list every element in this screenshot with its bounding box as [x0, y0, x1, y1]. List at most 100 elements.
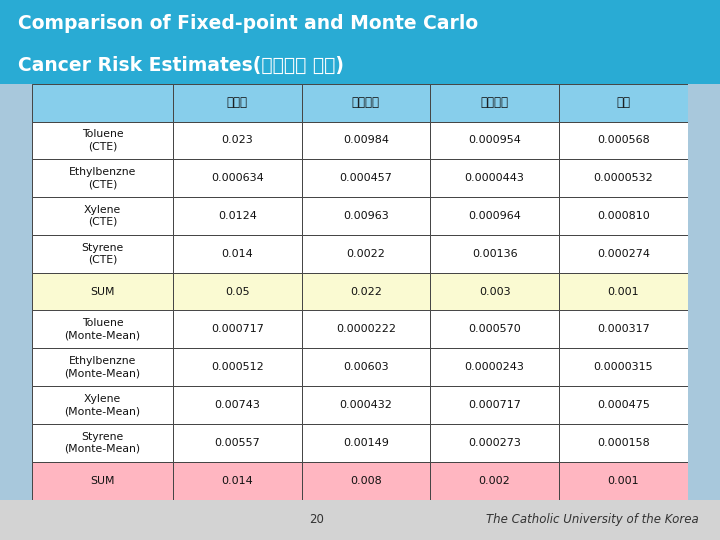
Bar	[32, 84, 173, 122]
Text: 20: 20	[310, 513, 324, 526]
Bar	[173, 235, 302, 273]
Bar	[559, 84, 688, 122]
Bar	[559, 462, 688, 500]
Text: 열차: 열차	[616, 96, 630, 109]
Bar	[173, 197, 302, 235]
Bar	[559, 273, 688, 310]
Bar	[173, 122, 302, 159]
Text: 0.014: 0.014	[221, 249, 253, 259]
Bar	[431, 462, 559, 500]
Text: 0.000810: 0.000810	[597, 211, 649, 221]
Text: 0.00984: 0.00984	[343, 136, 389, 145]
Text: 0.000457: 0.000457	[339, 173, 392, 183]
Text: 0.000158: 0.000158	[597, 438, 649, 448]
Bar	[173, 159, 302, 197]
Text: 0.000954: 0.000954	[468, 136, 521, 145]
Text: 0.0000243: 0.0000243	[464, 362, 524, 372]
Text: 0.00743: 0.00743	[215, 400, 260, 410]
Text: SUM: SUM	[91, 287, 115, 296]
Text: Ethylbenzne
(CTE): Ethylbenzne (CTE)	[69, 167, 136, 189]
Bar	[32, 310, 173, 348]
Text: Ethylbenzne
(Monte-Mean): Ethylbenzne (Monte-Mean)	[65, 356, 140, 378]
Text: 고속버스: 고속버스	[480, 96, 508, 109]
Bar	[431, 348, 559, 386]
Bar	[559, 310, 688, 348]
Text: 0.00557: 0.00557	[215, 438, 260, 448]
Bar	[302, 310, 431, 348]
Bar	[32, 424, 173, 462]
Bar	[431, 273, 559, 310]
Bar	[32, 462, 173, 500]
Text: 0.001: 0.001	[608, 476, 639, 485]
Text: Toluene
(Monte-Mean): Toluene (Monte-Mean)	[65, 319, 140, 340]
Bar	[431, 235, 559, 273]
Text: 0.000717: 0.000717	[211, 325, 264, 334]
Bar	[173, 273, 302, 310]
Text: 0.0000315: 0.0000315	[593, 362, 653, 372]
Bar	[32, 348, 173, 386]
Text: 0.022: 0.022	[350, 287, 382, 296]
Bar	[32, 273, 173, 310]
Bar	[559, 386, 688, 424]
Text: 0.000475: 0.000475	[597, 400, 649, 410]
Bar	[32, 122, 173, 159]
Text: Xylene
(Monte-Mean): Xylene (Monte-Mean)	[65, 394, 140, 416]
Text: Cancer Risk Estimates(비발암성 물질): Cancer Risk Estimates(비발암성 물질)	[18, 56, 344, 75]
Text: 0.003: 0.003	[479, 287, 510, 296]
Text: 0.002: 0.002	[479, 476, 510, 485]
Bar	[302, 386, 431, 424]
Bar	[32, 386, 173, 424]
Text: Comparison of Fixed-point and Monte Carlo: Comparison of Fixed-point and Monte Carl…	[18, 14, 478, 33]
Bar	[302, 159, 431, 197]
Text: 0.008: 0.008	[350, 476, 382, 485]
Bar	[431, 159, 559, 197]
Text: 0.0022: 0.0022	[346, 249, 385, 259]
Bar	[302, 462, 431, 500]
Text: Xylene
(CTE): Xylene (CTE)	[84, 205, 121, 227]
Text: 시내버스: 시내버스	[352, 96, 380, 109]
Text: 0.0000222: 0.0000222	[336, 325, 396, 334]
Text: 0.000568: 0.000568	[597, 136, 649, 145]
Text: 지하철: 지하철	[227, 96, 248, 109]
Bar	[559, 235, 688, 273]
Text: 0.000634: 0.000634	[211, 173, 264, 183]
Text: 0.0124: 0.0124	[217, 211, 256, 221]
Bar	[302, 84, 431, 122]
Bar	[302, 273, 431, 310]
Text: 0.014: 0.014	[221, 476, 253, 485]
Bar	[302, 197, 431, 235]
Text: 0.000317: 0.000317	[597, 325, 649, 334]
Bar	[302, 424, 431, 462]
Text: Styrene
(Monte-Mean): Styrene (Monte-Mean)	[65, 432, 140, 454]
Text: 0.05: 0.05	[225, 287, 250, 296]
Bar	[173, 462, 302, 500]
Text: 0.000570: 0.000570	[468, 325, 521, 334]
Bar	[431, 386, 559, 424]
Text: 0.001: 0.001	[608, 287, 639, 296]
Text: 0.00136: 0.00136	[472, 249, 518, 259]
Bar	[32, 235, 173, 273]
Text: 0.000274: 0.000274	[597, 249, 649, 259]
Bar	[173, 386, 302, 424]
Bar	[173, 84, 302, 122]
Text: 0.000717: 0.000717	[468, 400, 521, 410]
Bar	[302, 235, 431, 273]
Bar	[431, 84, 559, 122]
Bar	[32, 197, 173, 235]
Bar	[559, 424, 688, 462]
Bar	[32, 159, 173, 197]
Text: 0.00963: 0.00963	[343, 211, 389, 221]
Bar	[431, 197, 559, 235]
Text: 0.000432: 0.000432	[339, 400, 392, 410]
Text: 0.000964: 0.000964	[468, 211, 521, 221]
Bar	[559, 159, 688, 197]
Bar	[173, 348, 302, 386]
Text: 0.023: 0.023	[221, 136, 253, 145]
Text: 0.0000532: 0.0000532	[593, 173, 653, 183]
Text: The Catholic University of the Korea: The Catholic University of the Korea	[486, 513, 698, 526]
Text: Toluene
(CTE): Toluene (CTE)	[82, 130, 123, 151]
Bar	[173, 424, 302, 462]
Text: 0.000512: 0.000512	[211, 362, 264, 372]
Text: 0.0000443: 0.0000443	[464, 173, 524, 183]
Bar	[559, 197, 688, 235]
